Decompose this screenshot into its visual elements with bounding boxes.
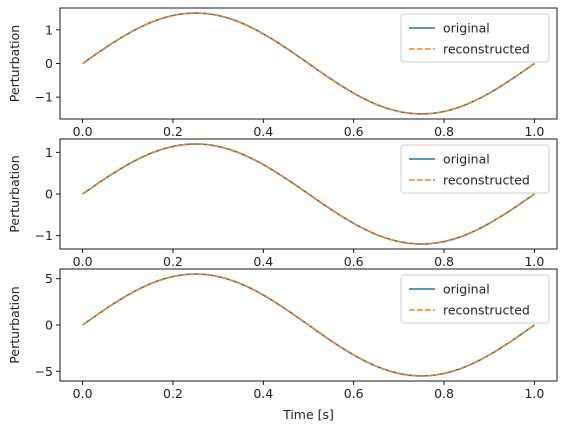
x-tick-label: 0.6 bbox=[344, 124, 364, 139]
legend-box bbox=[400, 144, 550, 194]
y-axis-label: Perturbation bbox=[7, 286, 22, 363]
x-tick-label: 0.2 bbox=[163, 124, 183, 139]
y-tick-label: 1 bbox=[45, 22, 53, 37]
legend-box bbox=[400, 13, 550, 63]
x-tick-label: 0.0 bbox=[73, 124, 93, 139]
x-axis-label: Time [s] bbox=[282, 407, 334, 422]
legend-label-original: original bbox=[443, 282, 490, 297]
legend-label-reconstructed: reconstructed bbox=[443, 173, 530, 188]
y-tick-label: −1 bbox=[35, 228, 53, 243]
legend-label-reconstructed: reconstructed bbox=[443, 42, 530, 57]
x-tick-label: 1.0 bbox=[524, 124, 544, 139]
x-tick-label: 0.2 bbox=[163, 254, 183, 269]
x-tick-label: 0.8 bbox=[434, 386, 454, 401]
legend-box bbox=[400, 274, 550, 324]
legend-label-original: original bbox=[443, 152, 490, 167]
x-tick-label: 1.0 bbox=[524, 386, 544, 401]
subplot-2: 0.0 0.2 0.4 0.6 0.8 1.0 −1 0 1 Perturbation origin… bbox=[7, 138, 558, 269]
y-tick-label: −5 bbox=[35, 364, 53, 379]
series-line-reconstructed bbox=[82, 12, 535, 115]
legend-label-reconstructed: reconstructed bbox=[443, 303, 530, 318]
x-tick-label: 0.0 bbox=[73, 386, 93, 401]
legend: original reconstructed bbox=[400, 274, 550, 324]
x-tick-label: 1.0 bbox=[524, 254, 544, 269]
x-tick-label: 0.4 bbox=[253, 124, 273, 139]
subplot-1: 0.0 0.2 0.4 0.6 0.8 1.0 −1 0 1 Perturbation origin… bbox=[7, 7, 558, 139]
legend: original reconstructed bbox=[400, 13, 550, 63]
y-tick-label: 1 bbox=[45, 145, 53, 160]
series-line-reconstructed bbox=[82, 143, 535, 245]
legend-label-original: original bbox=[443, 21, 490, 36]
x-tick-label: 0.8 bbox=[434, 254, 454, 269]
x-tick-label: 0.2 bbox=[163, 386, 183, 401]
legend: original reconstructed bbox=[400, 144, 550, 194]
series-line-reconstructed bbox=[82, 273, 535, 377]
x-tick-label: 0.8 bbox=[434, 124, 454, 139]
subplot-3: 0.0 0.2 0.4 0.6 0.8 1.0 −5 0 5 Perturbation Time [… bbox=[7, 268, 558, 422]
x-tick-label: 0.6 bbox=[344, 386, 364, 401]
y-tick-label: −1 bbox=[35, 90, 53, 105]
y-tick-label: 0 bbox=[45, 187, 53, 202]
y-tick-label: 0 bbox=[45, 56, 53, 71]
y-tick-label: 0 bbox=[45, 318, 53, 333]
y-tick-label: 5 bbox=[45, 271, 53, 286]
x-tick-label: 0.4 bbox=[253, 386, 273, 401]
x-tick-label: 0.6 bbox=[344, 254, 364, 269]
x-tick-label: 0.4 bbox=[253, 254, 273, 269]
y-axis-label: Perturbation bbox=[7, 25, 22, 102]
y-axis-label: Perturbation bbox=[7, 155, 22, 232]
x-tick-label: 0.0 bbox=[73, 254, 93, 269]
